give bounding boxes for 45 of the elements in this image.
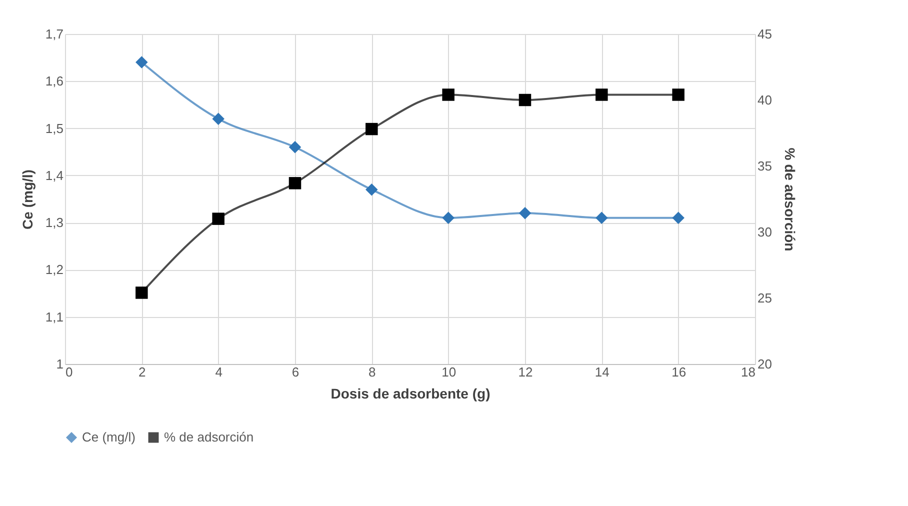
y-tick-label: 1,6 — [45, 74, 64, 89]
point — [136, 56, 148, 68]
x-tick-label: 4 — [215, 364, 222, 380]
x-tick-label: 6 — [292, 364, 300, 380]
point — [366, 122, 378, 136]
point — [212, 212, 224, 225]
y-axis-title: Ce (mg/l) — [19, 170, 36, 230]
y2-tick-label: 35 — [758, 158, 772, 174]
point — [596, 212, 608, 224]
x-tick-label: 14 — [594, 364, 610, 380]
x-axis-title: Dosis de adsorbente (g) — [330, 386, 490, 402]
legend-label: % de adsorción — [164, 430, 254, 445]
x-tick-label: 2 — [138, 364, 146, 380]
point — [518, 94, 532, 106]
x-tick-label: 0 — [66, 364, 73, 380]
point — [672, 88, 684, 101]
legend-label: Ce (mg/l) — [82, 430, 136, 445]
x-tick-label: 12 — [518, 364, 533, 380]
point — [518, 207, 532, 220]
x-tick-label: 16 — [672, 364, 686, 380]
y-tick-label: 1,1 — [45, 309, 64, 324]
y-tick-label: 1,4 — [45, 168, 64, 183]
y-tick-label: 1,2 — [45, 262, 64, 278]
point — [288, 141, 302, 154]
point — [212, 112, 224, 125]
x-tick-label: 18 — [741, 364, 756, 380]
x-tick-label: 10 — [442, 364, 456, 380]
y-tick-label: 1 — [56, 356, 64, 372]
y2-tick-label: 45 — [758, 26, 772, 42]
y-tick-label: 1,7 — [45, 26, 64, 42]
y2-tick-label: 25 — [758, 290, 772, 306]
y2-tick-label: 20 — [758, 356, 772, 372]
y2-tick-label: 30 — [758, 224, 772, 240]
point — [442, 212, 454, 224]
point — [288, 177, 302, 190]
point — [442, 88, 454, 101]
point — [672, 212, 684, 224]
y-tick-label: 1,5 — [45, 120, 64, 136]
y2-axis-title: % de adsorción — [782, 148, 798, 252]
y-tick-label: 1,3 — [45, 215, 64, 230]
point — [136, 286, 148, 299]
point — [596, 88, 608, 101]
point — [366, 183, 378, 196]
x-tick-label: 8 — [368, 364, 376, 380]
y2-tick-label: 40 — [758, 92, 772, 108]
